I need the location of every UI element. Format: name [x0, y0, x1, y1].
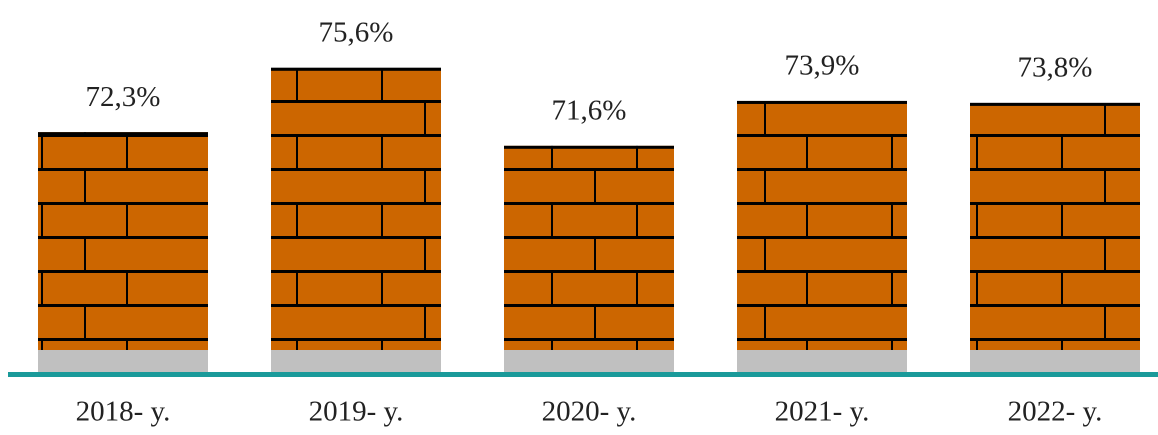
bar-base — [38, 350, 208, 372]
bar — [504, 145, 674, 372]
bar — [271, 67, 441, 373]
bar-top-edge — [38, 132, 208, 136]
x-tick-label: 2022- y. — [1008, 396, 1103, 428]
x-tick-label: 2020- y. — [542, 396, 637, 428]
bar — [970, 102, 1140, 373]
bar-top-edge — [737, 100, 907, 104]
x-tick-label: 2018- y. — [76, 396, 171, 428]
bar-base — [970, 350, 1140, 372]
bar-base — [737, 350, 907, 372]
x-tick-label: 2019- y. — [309, 396, 404, 428]
bar — [737, 100, 907, 372]
bar-base — [504, 350, 674, 372]
bar-base — [271, 350, 441, 372]
baseline — [8, 372, 1158, 377]
value-label: 72,3% — [86, 81, 161, 113]
bar-top-edge — [504, 145, 674, 149]
x-tick-label: 2021- y. — [775, 396, 870, 428]
bar-top-edge — [970, 102, 1140, 106]
bar-top-edge — [271, 67, 441, 71]
bar — [38, 132, 208, 372]
value-label: 71,6% — [552, 94, 627, 126]
value-label: 73,8% — [1018, 52, 1093, 84]
value-label: 75,6% — [319, 16, 394, 48]
value-label: 73,9% — [785, 50, 860, 82]
